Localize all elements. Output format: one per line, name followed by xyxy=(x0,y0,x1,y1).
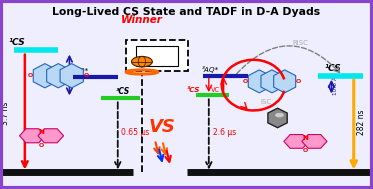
Text: ¹CS: ¹CS xyxy=(324,64,341,73)
Text: O: O xyxy=(28,73,33,78)
Text: ¹CS: ¹CS xyxy=(9,38,26,47)
Text: N: N xyxy=(39,129,44,135)
Polygon shape xyxy=(19,129,45,143)
Text: ³CS: ³CS xyxy=(116,87,130,96)
Text: O: O xyxy=(296,79,301,84)
Bar xyxy=(136,46,178,66)
Text: ³AQ*: ³AQ* xyxy=(72,67,89,74)
Polygon shape xyxy=(60,64,83,88)
Text: VC: VC xyxy=(211,87,220,93)
Text: 3.7 ns: 3.7 ns xyxy=(1,101,10,125)
Polygon shape xyxy=(47,64,70,88)
Text: 282 ns: 282 ns xyxy=(357,110,366,135)
Polygon shape xyxy=(274,70,296,93)
Text: O: O xyxy=(303,148,308,153)
Text: 0.65 μs: 0.65 μs xyxy=(122,128,150,136)
Text: ISC: ISC xyxy=(261,99,272,105)
Polygon shape xyxy=(248,70,270,93)
Text: Long-Lived CS State and TADF in D-A Dyads: Long-Lived CS State and TADF in D-A Dyad… xyxy=(53,7,320,17)
Text: ³CS: ³CS xyxy=(186,87,200,93)
Text: 10.8 Å: 10.8 Å xyxy=(333,76,338,95)
Text: 2.6 μs: 2.6 μs xyxy=(213,128,236,136)
Polygon shape xyxy=(261,70,283,93)
Text: 6.5 Å: 6.5 Å xyxy=(71,66,76,82)
Text: N: N xyxy=(303,135,308,141)
Text: Winner: Winner xyxy=(121,15,163,25)
FancyBboxPatch shape xyxy=(126,40,188,71)
Text: ³AQ*: ³AQ* xyxy=(202,66,219,73)
Polygon shape xyxy=(302,135,327,148)
Polygon shape xyxy=(38,129,64,143)
Circle shape xyxy=(132,56,152,67)
Polygon shape xyxy=(268,108,287,128)
Text: O: O xyxy=(243,79,248,84)
Text: VS: VS xyxy=(149,118,176,136)
Text: O: O xyxy=(39,143,44,148)
Text: RISC: RISC xyxy=(292,40,308,46)
Polygon shape xyxy=(284,135,309,148)
Polygon shape xyxy=(33,64,56,88)
Circle shape xyxy=(275,113,284,117)
Text: O: O xyxy=(84,73,89,78)
